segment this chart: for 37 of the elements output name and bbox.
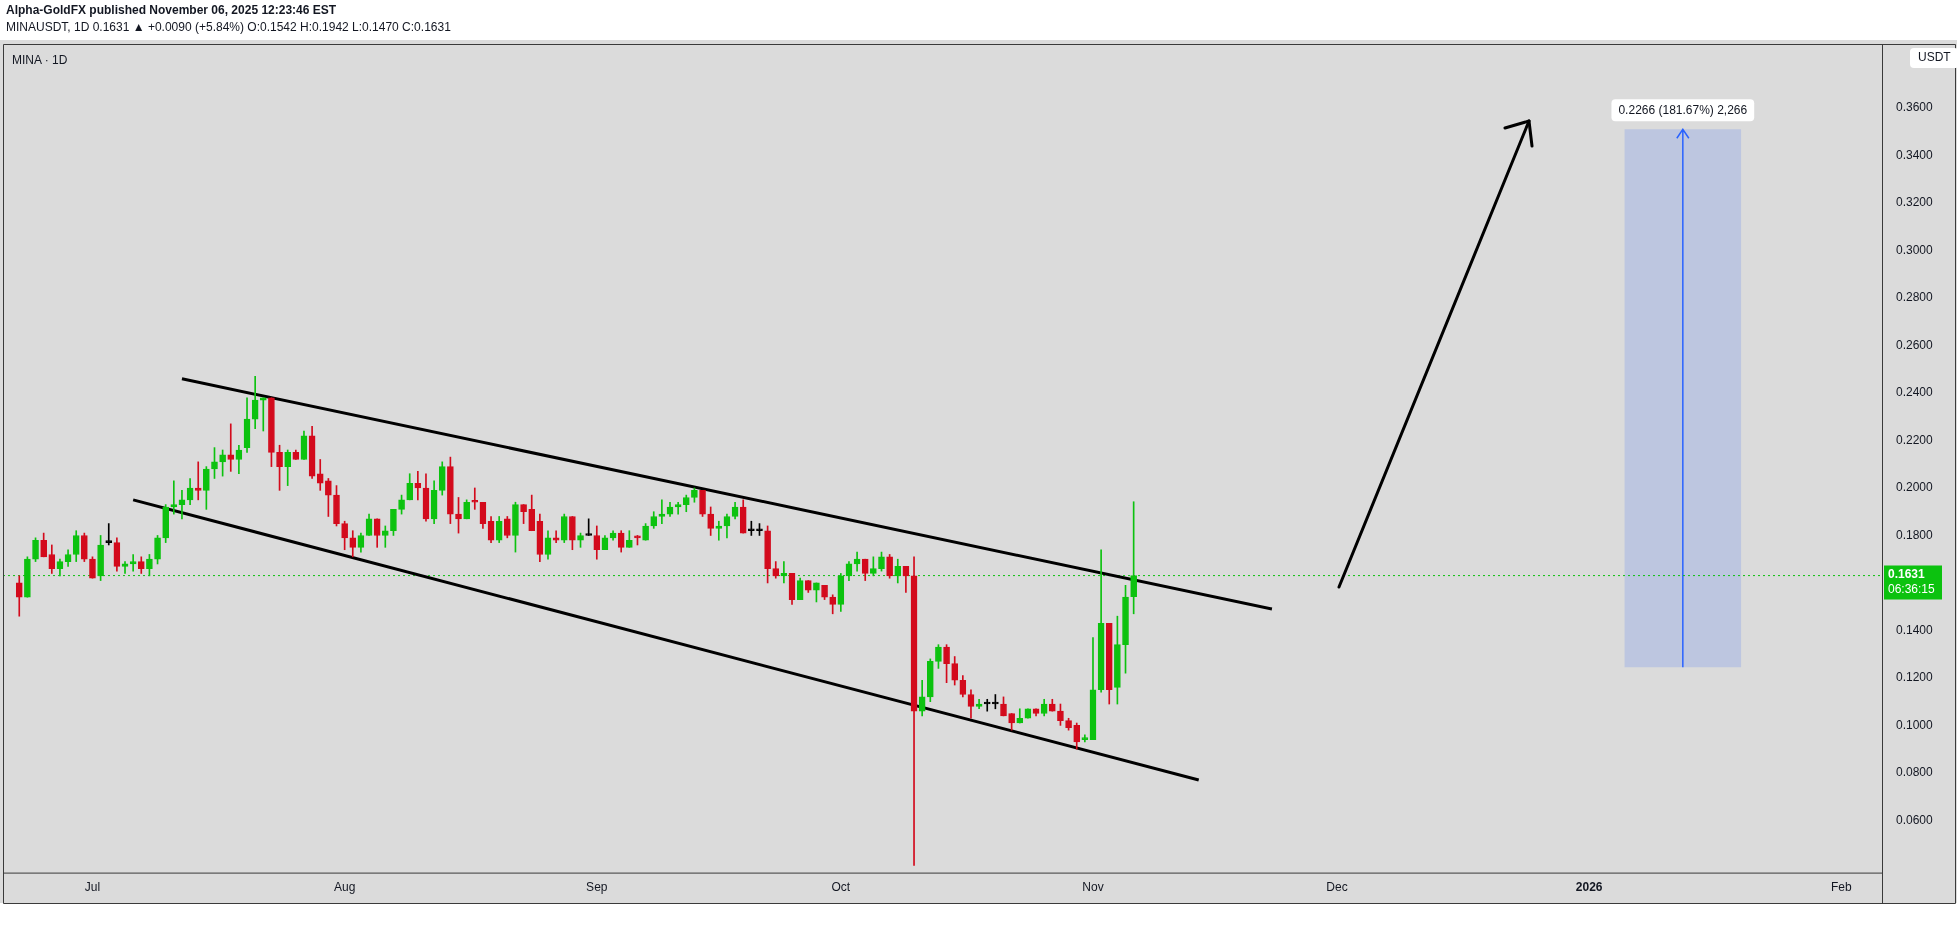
y-tick-label: 0.3400 xyxy=(1896,147,1934,162)
y-tick-label: 0.2200 xyxy=(1896,432,1934,447)
band-label: 0.2266 (181.67%) 2,266 xyxy=(1618,102,1748,117)
x-tick-label: Jul xyxy=(84,880,101,895)
text: Alpha-GoldFX published November 06, 2025 12:23:46 EST xyxy=(6,3,337,17)
y-tick-label: 0.3200 xyxy=(1896,195,1934,210)
y-tick-label: 0.0600 xyxy=(1896,812,1934,827)
y-tick-label: 0.1000 xyxy=(1896,717,1934,732)
x-tick-label: Sep xyxy=(586,880,608,895)
x-tick-label: Oct xyxy=(831,880,851,895)
y-tick-label: 0.2800 xyxy=(1896,290,1934,305)
y-tick-label: 0.2600 xyxy=(1896,337,1934,352)
candlestick xyxy=(259,397,267,432)
x-tick-label: Aug xyxy=(333,880,356,895)
y-tick-label: 0.1400 xyxy=(1896,622,1934,637)
y-tick-label: 0.3000 xyxy=(1896,242,1934,257)
y-tick-label: 0.2400 xyxy=(1896,385,1934,400)
candlestick xyxy=(227,423,235,472)
y-tick-label: 0.3600 xyxy=(1896,100,1934,115)
x-tick-label: Dec xyxy=(1326,880,1348,895)
y-tick-label: 0.2000 xyxy=(1896,480,1934,495)
candlestick xyxy=(471,487,479,510)
y-axis-title: USDT xyxy=(1918,50,1952,65)
y-tick-label: 0.1800 xyxy=(1896,527,1934,542)
candlestick xyxy=(170,480,178,515)
text: MINAUSDT, 1D 0.1631 ▲ +0.0090 (+5.84%) O:0.1542 H:0.1942 L:0.1470 C:0.1631 xyxy=(6,20,451,34)
ref-line-label: 0.1631 xyxy=(1888,566,1926,581)
text: 06:36:15 xyxy=(1888,581,1936,596)
x-tick-label: 2026 xyxy=(1575,880,1603,895)
candlestick xyxy=(105,523,113,546)
candlestick xyxy=(194,461,202,501)
candlestick xyxy=(715,520,723,541)
y-tick-label: 0.1200 xyxy=(1896,670,1934,685)
x-tick-label: Nov xyxy=(1082,880,1104,895)
y-tick-label: 0.0800 xyxy=(1896,765,1934,780)
text: MINA · 1D xyxy=(12,53,68,67)
x-tick-label: Feb xyxy=(1830,880,1852,895)
